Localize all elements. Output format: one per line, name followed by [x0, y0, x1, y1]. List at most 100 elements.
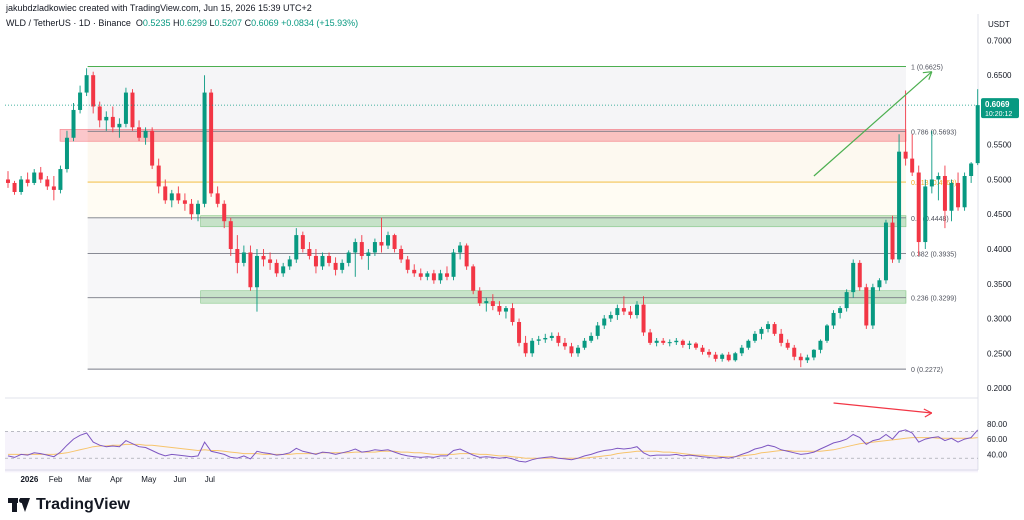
- candle-body: [51, 186, 56, 190]
- candle-body: [569, 346, 574, 354]
- candle-body: [346, 252, 351, 263]
- price-tick: 0.3500: [987, 280, 1012, 289]
- candle-body: [693, 343, 698, 348]
- low-label: L: [209, 18, 215, 28]
- zone-support-upper: [200, 215, 907, 228]
- candle-body: [739, 347, 744, 354]
- candle-body: [897, 151, 902, 260]
- candle-body: [425, 273, 430, 277]
- candle-body: [759, 328, 764, 334]
- candle-body: [274, 262, 279, 274]
- price-tick: 0.4000: [987, 245, 1012, 254]
- candle-body: [844, 292, 849, 309]
- candle-body: [595, 325, 600, 336]
- candle-body: [811, 349, 816, 358]
- candle-body: [582, 340, 587, 348]
- high-value: 0.6299: [179, 18, 207, 28]
- fib-label-0.236: 0.236 (0.3299): [911, 296, 957, 303]
- last-price-value: 0.6069: [985, 100, 1010, 109]
- candle-body: [654, 340, 659, 343]
- candle-body: [386, 235, 391, 246]
- symbol-name[interactable]: WLD / TetherUS · 1D · Binance: [6, 18, 131, 28]
- candle-body: [123, 92, 128, 124]
- candle-body: [857, 262, 862, 288]
- candle-body: [117, 123, 122, 128]
- candle-body: [143, 130, 148, 138]
- price-tick: 0.5500: [987, 141, 1012, 150]
- candle-body: [910, 158, 915, 173]
- candle-body: [707, 351, 712, 355]
- candle-body: [91, 75, 96, 107]
- candle-body: [110, 116, 115, 128]
- candle-body: [766, 324, 771, 329]
- candle-body: [196, 203, 201, 215]
- candle-body: [333, 262, 338, 270]
- tradingview-logo-icon: [8, 498, 30, 512]
- candle-body: [287, 259, 292, 267]
- high-label: H: [172, 18, 180, 28]
- candle-body: [798, 356, 803, 361]
- candle-body: [209, 92, 214, 194]
- time-tick: Jun: [174, 475, 187, 484]
- candle-body: [281, 266, 286, 274]
- candle-body: [353, 242, 358, 253]
- candle-body: [687, 343, 692, 345]
- candle-body: [471, 266, 476, 291]
- change-value: +0.0834 (+15.93%): [281, 18, 359, 28]
- fib-band: [87, 66, 906, 132]
- candle-body: [228, 221, 233, 249]
- candle-body: [392, 235, 397, 249]
- low-value: 0.5207: [214, 18, 243, 28]
- candle-body: [726, 354, 731, 361]
- time-tick: 2026: [20, 475, 38, 484]
- candle-body: [189, 203, 194, 215]
- candle-body: [490, 301, 495, 307]
- candle-body: [602, 318, 607, 326]
- candle-body: [851, 262, 856, 293]
- candle-body: [621, 308, 626, 312]
- time-tick: May: [141, 475, 156, 484]
- fib-label-0.5: 0.5 (0.4448): [911, 216, 949, 223]
- candle-body: [903, 151, 908, 159]
- candle-body: [975, 105, 980, 164]
- candle-body: [405, 259, 410, 270]
- price-trend-arrow: [813, 71, 933, 177]
- candle-body: [64, 137, 69, 170]
- candle-body: [202, 92, 207, 204]
- currency-label: USDT: [988, 20, 1010, 29]
- candle-body: [372, 242, 377, 253]
- candle-body: [962, 176, 967, 208]
- candle-body: [752, 333, 757, 341]
- fib-label-1: 1 (0.6625): [911, 65, 943, 72]
- candle-body: [261, 255, 266, 260]
- candle-body: [825, 325, 829, 341]
- tradingview-logo[interactable]: TradingView: [8, 496, 130, 514]
- candle-body: [562, 342, 567, 347]
- chart-credit: jakubdzladkowiec created with TradingVie…: [6, 3, 312, 13]
- candle-body: [78, 92, 83, 110]
- candle-body: [680, 340, 685, 345]
- brand-name: TradingView: [36, 496, 130, 513]
- candle-body: [608, 315, 613, 319]
- candle-body: [444, 273, 449, 277]
- candle-body: [615, 308, 620, 316]
- fib-label-0.786: 0.786 (0.5693): [911, 129, 957, 136]
- candle-body: [779, 333, 784, 343]
- candle-body: [464, 245, 469, 267]
- candle-body: [268, 259, 273, 263]
- candle-body: [772, 324, 777, 334]
- candle-body: [156, 165, 161, 187]
- candle-body: [667, 342, 672, 344]
- price-tick: 0.6500: [987, 71, 1012, 80]
- candle-body: [137, 127, 142, 138]
- price-tick: 0.4500: [987, 210, 1012, 219]
- candle-body: [523, 342, 528, 354]
- candle-body: [648, 332, 653, 343]
- fib-label-0: 0 (0.2272): [911, 367, 943, 374]
- rsi-divergence-arrowhead: [923, 408, 933, 418]
- candle-body: [543, 337, 548, 340]
- candle-body: [792, 347, 797, 357]
- open-value: 0.5235: [142, 18, 171, 28]
- candle-body: [883, 222, 888, 281]
